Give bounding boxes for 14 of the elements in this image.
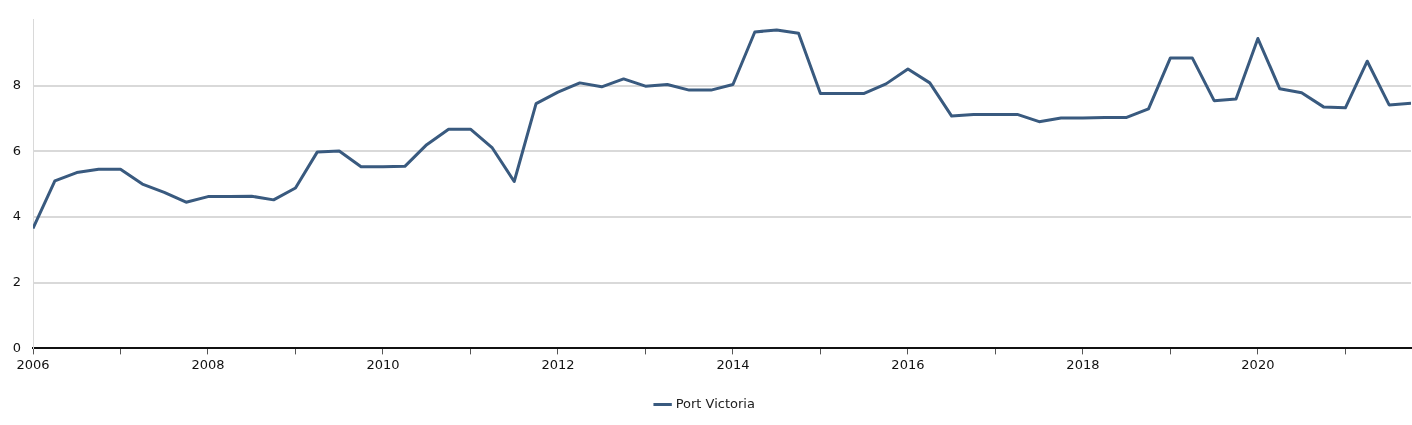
x-tick-label: 2014 — [716, 356, 750, 372]
x-tick-label: 2016 — [891, 356, 925, 372]
y-tick-label: 2 — [12, 274, 21, 290]
y-tick-label: 4 — [12, 208, 21, 224]
y-tick-label: 8 — [12, 76, 21, 92]
y-tick-label: 6 — [12, 142, 21, 158]
x-tick-label: 2012 — [541, 356, 575, 372]
y-tick-label: 0 — [12, 339, 21, 355]
x-tick-label: 2010 — [366, 356, 400, 372]
x-tick-label: 2008 — [191, 356, 225, 372]
x-tick-label: 2018 — [1066, 356, 1100, 372]
legend-label: Port Victoria — [675, 395, 755, 411]
x-tick-label: 2006 — [16, 356, 50, 372]
x-tick-label: 2020 — [1241, 356, 1275, 372]
